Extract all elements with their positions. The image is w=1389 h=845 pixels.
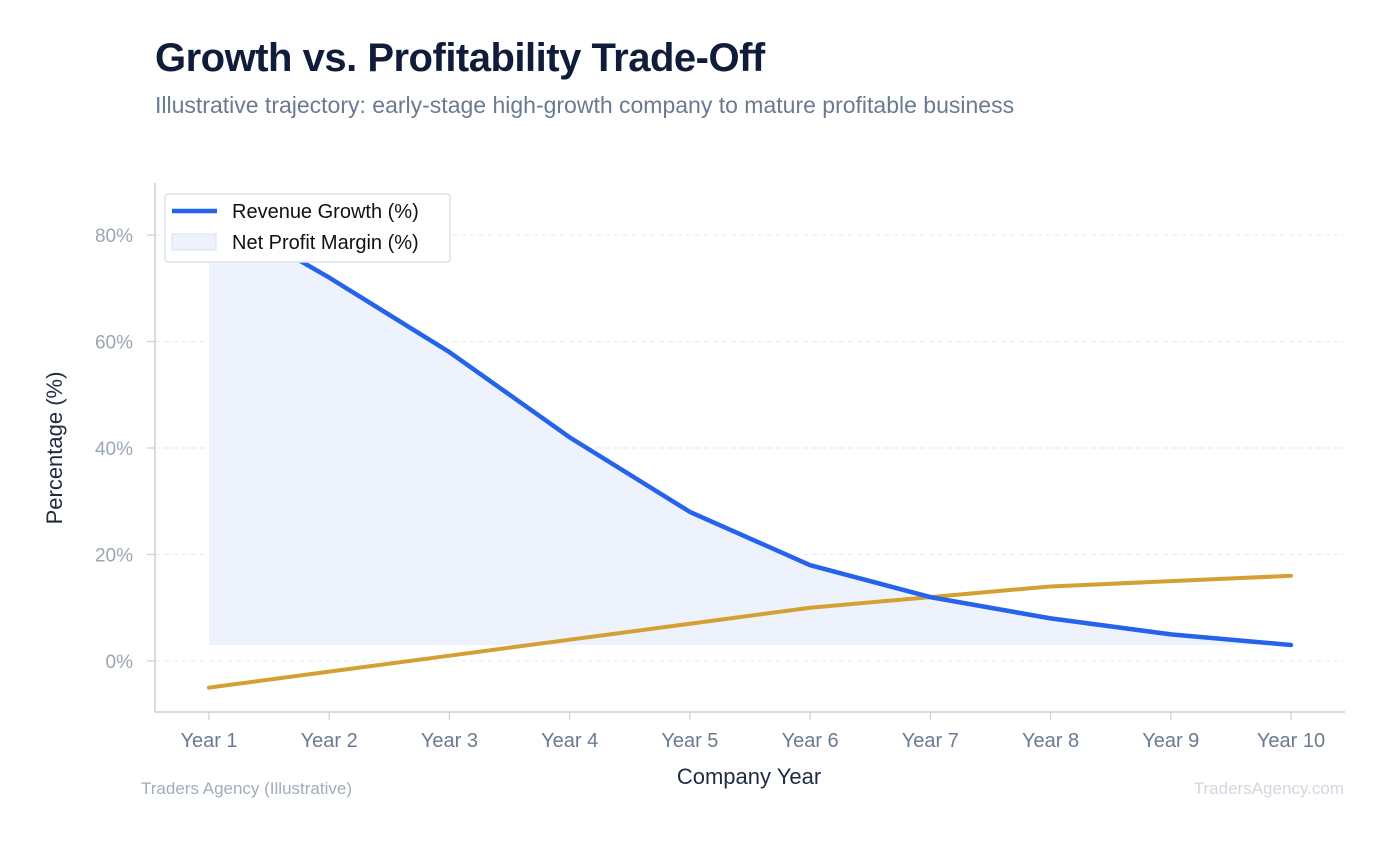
- series-lines: [206, 206, 1294, 690]
- x-tick-label: Year 6: [782, 730, 839, 752]
- legend-swatch-net-profit-margin: [171, 233, 217, 251]
- chart-title: Growth vs. Profitability Trade-Off: [155, 36, 765, 80]
- legend: Revenue Growth (%) Net Profit Margin (%): [164, 193, 451, 263]
- watermark: TradersAgency.com: [1193, 779, 1344, 798]
- y-tick-label: 20%: [95, 546, 133, 567]
- fill-area-layer: [209, 208, 1291, 646]
- x-tick-label: Year 3: [421, 730, 478, 752]
- chart-subtitle: Illustrative trajectory: early-stage hig…: [155, 92, 1015, 118]
- x-tick-label: Year 2: [301, 730, 358, 752]
- x-tick-label: Year 4: [541, 730, 598, 752]
- x-tick-label: Year 8: [1022, 730, 1079, 752]
- source-note: Traders Agency (Illustrative): [141, 779, 352, 798]
- x-axis-label: Company Year: [677, 764, 821, 789]
- axes: [154, 183, 1345, 720]
- x-tick-label: Year 1: [180, 730, 237, 752]
- y-tick-label: 60%: [95, 333, 133, 354]
- revenue-growth-line: [206, 206, 1294, 648]
- legend-label-revenue-growth: Revenue Growth (%): [232, 201, 419, 223]
- legend-label-net-profit-margin: Net Profit Margin (%): [232, 232, 419, 254]
- net-profit-margin-line: [207, 573, 1293, 690]
- legend-box: [164, 193, 451, 263]
- x-tick-label: Year 10: [1257, 730, 1325, 752]
- x-tick-label: Year 7: [902, 730, 959, 752]
- y-tick-label: 0%: [106, 652, 134, 673]
- revenue-growth-fill: [209, 208, 1291, 646]
- y-tick-label: 80%: [95, 226, 133, 247]
- y-axis-label: Percentage (%): [42, 372, 67, 525]
- y-tick-label: 40%: [95, 439, 133, 460]
- x-tick-labels: Year 1 Year 2 Year 3 Year 4 Year 5 Year 6 Year…: [180, 730, 1325, 752]
- y-tick-labels: 0% 20% 40% 60% 80%: [95, 226, 133, 673]
- x-tick-label: Year 9: [1142, 730, 1199, 752]
- x-tick-label: Year 5: [661, 730, 718, 752]
